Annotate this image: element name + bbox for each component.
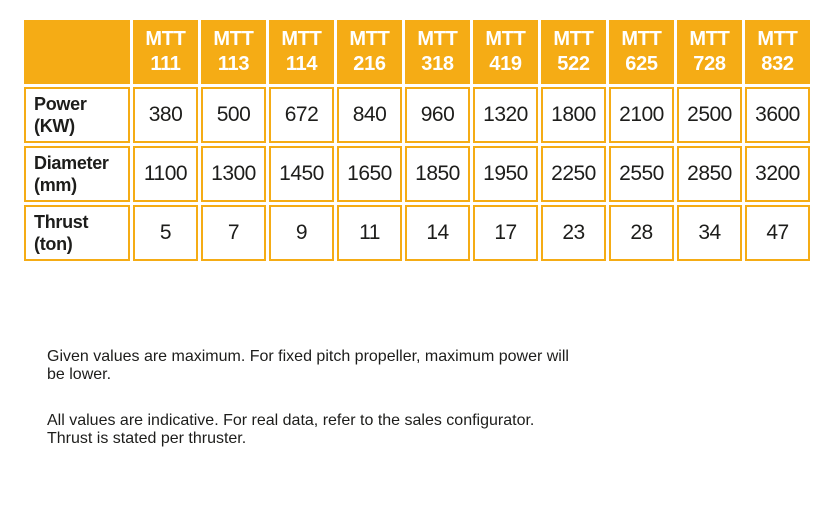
- table-row: Thrust (ton) 5 7 9 11 14 17 23 28 34 47: [24, 205, 810, 261]
- value-cell: 17: [473, 205, 538, 261]
- value-cell: 28: [609, 205, 674, 261]
- row-label: Diameter (mm): [24, 146, 130, 202]
- table-row: Diameter (mm) 1100 1300 1450 1650 1850 1950 225…: [24, 146, 810, 202]
- value-cell: 3200: [745, 146, 810, 202]
- column-header-mtt-114: MTT 114: [269, 20, 334, 84]
- value-cell: 500: [201, 87, 266, 143]
- note-line: All values are indicative. For real data…: [47, 412, 535, 429]
- table-body: Power (KW) 380 500 672 840 960 1320 1800 2100 250…: [24, 87, 810, 261]
- value-cell: 9: [269, 205, 334, 261]
- note-line: Thrust is stated per thruster.: [47, 430, 247, 447]
- value-cell: 380: [133, 87, 198, 143]
- value-cell: 960: [405, 87, 470, 143]
- thruster-spec-table: MTT 111 MTT 113 MTT 114 MTT 216 MTT 318 MTT 4…: [21, 17, 813, 264]
- column-header-mtt-728: MTT 728: [677, 20, 742, 84]
- value-cell: 1850: [405, 146, 470, 202]
- table-row: Power (KW) 380 500 672 840 960 1320 1800 2100 250…: [24, 87, 810, 143]
- column-header-mtt-216: MTT 216: [337, 20, 402, 84]
- value-cell: 1300: [201, 146, 266, 202]
- value-cell: 23: [541, 205, 606, 261]
- column-header-mtt-111: MTT 111: [133, 20, 198, 84]
- value-cell: 1450: [269, 146, 334, 202]
- value-cell: 1320: [473, 87, 538, 143]
- value-cell: 1800: [541, 87, 606, 143]
- column-header-mtt-113: MTT 113: [201, 20, 266, 84]
- table-header: MTT 111 MTT 113 MTT 114 MTT 216 MTT 318 MTT 4…: [24, 20, 810, 84]
- value-cell: 7: [201, 205, 266, 261]
- value-cell: 2500: [677, 87, 742, 143]
- value-cell: 2100: [609, 87, 674, 143]
- column-header-mtt-419: MTT 419: [473, 20, 538, 84]
- value-cell: 1950: [473, 146, 538, 202]
- column-header-mtt-318: MTT 318: [405, 20, 470, 84]
- value-cell: 840: [337, 87, 402, 143]
- value-cell: 14: [405, 205, 470, 261]
- value-cell: 2850: [677, 146, 742, 202]
- column-header-mtt-832: MTT 832: [745, 20, 810, 84]
- column-header-mtt-522: MTT 522: [541, 20, 606, 84]
- table-corner-cell: [24, 20, 130, 84]
- value-cell: 47: [745, 205, 810, 261]
- value-cell: 11: [337, 205, 402, 261]
- note-line: Given values are maximum. For fixed pitc…: [47, 348, 569, 365]
- value-cell: 1100: [133, 146, 198, 202]
- column-header-mtt-625: MTT 625: [609, 20, 674, 84]
- row-label: Thrust (ton): [24, 205, 130, 261]
- table-header-row: MTT 111 MTT 113 MTT 114 MTT 216 MTT 318 MTT 4…: [24, 20, 810, 84]
- value-cell: 3600: [745, 87, 810, 143]
- note-line: be lower.: [47, 366, 112, 383]
- notes-section: Given values are maximum. For fixed pitc…: [47, 320, 767, 476]
- value-cell: 5: [133, 205, 198, 261]
- value-cell: 34: [677, 205, 742, 261]
- value-cell: 1650: [337, 146, 402, 202]
- row-label: Power (KW): [24, 87, 130, 143]
- value-cell: 2550: [609, 146, 674, 202]
- value-cell: 2250: [541, 146, 606, 202]
- value-cell: 672: [269, 87, 334, 143]
